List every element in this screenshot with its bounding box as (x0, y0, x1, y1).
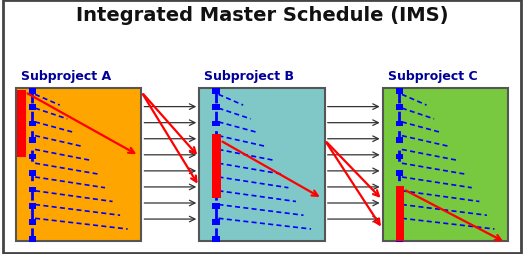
Bar (29, 154, 36, 160)
Bar (29, 203, 36, 209)
Bar (29, 170, 36, 176)
Bar (29, 187, 36, 193)
Bar (383, 89, 508, 241)
Text: Subproject A: Subproject A (21, 70, 111, 83)
Bar (212, 203, 220, 209)
Bar (212, 89, 220, 94)
Bar (396, 186, 404, 241)
Bar (396, 138, 403, 143)
Bar (199, 89, 325, 241)
Bar (396, 236, 403, 242)
Bar (29, 220, 36, 225)
Bar (212, 138, 220, 143)
Bar (17, 90, 26, 157)
Bar (212, 135, 221, 199)
Bar (396, 203, 403, 209)
Bar (29, 138, 36, 143)
Bar (396, 89, 403, 94)
Bar (212, 187, 220, 193)
Bar (212, 105, 220, 110)
Bar (212, 236, 220, 242)
Bar (16, 89, 141, 241)
Bar (212, 220, 220, 225)
Bar (212, 154, 220, 160)
Bar (29, 89, 36, 94)
Bar (29, 236, 36, 242)
Bar (29, 121, 36, 127)
Bar (396, 121, 403, 127)
Bar (396, 105, 403, 110)
Bar (396, 220, 403, 225)
Text: Integrated Master Schedule (IMS): Integrated Master Schedule (IMS) (76, 6, 448, 25)
Bar (212, 170, 220, 176)
Bar (29, 105, 36, 110)
Bar (396, 170, 403, 176)
Bar (212, 121, 220, 127)
Text: Subproject B: Subproject B (204, 70, 294, 83)
Text: Subproject C: Subproject C (388, 70, 477, 83)
Bar (396, 154, 403, 160)
Bar (396, 187, 403, 193)
